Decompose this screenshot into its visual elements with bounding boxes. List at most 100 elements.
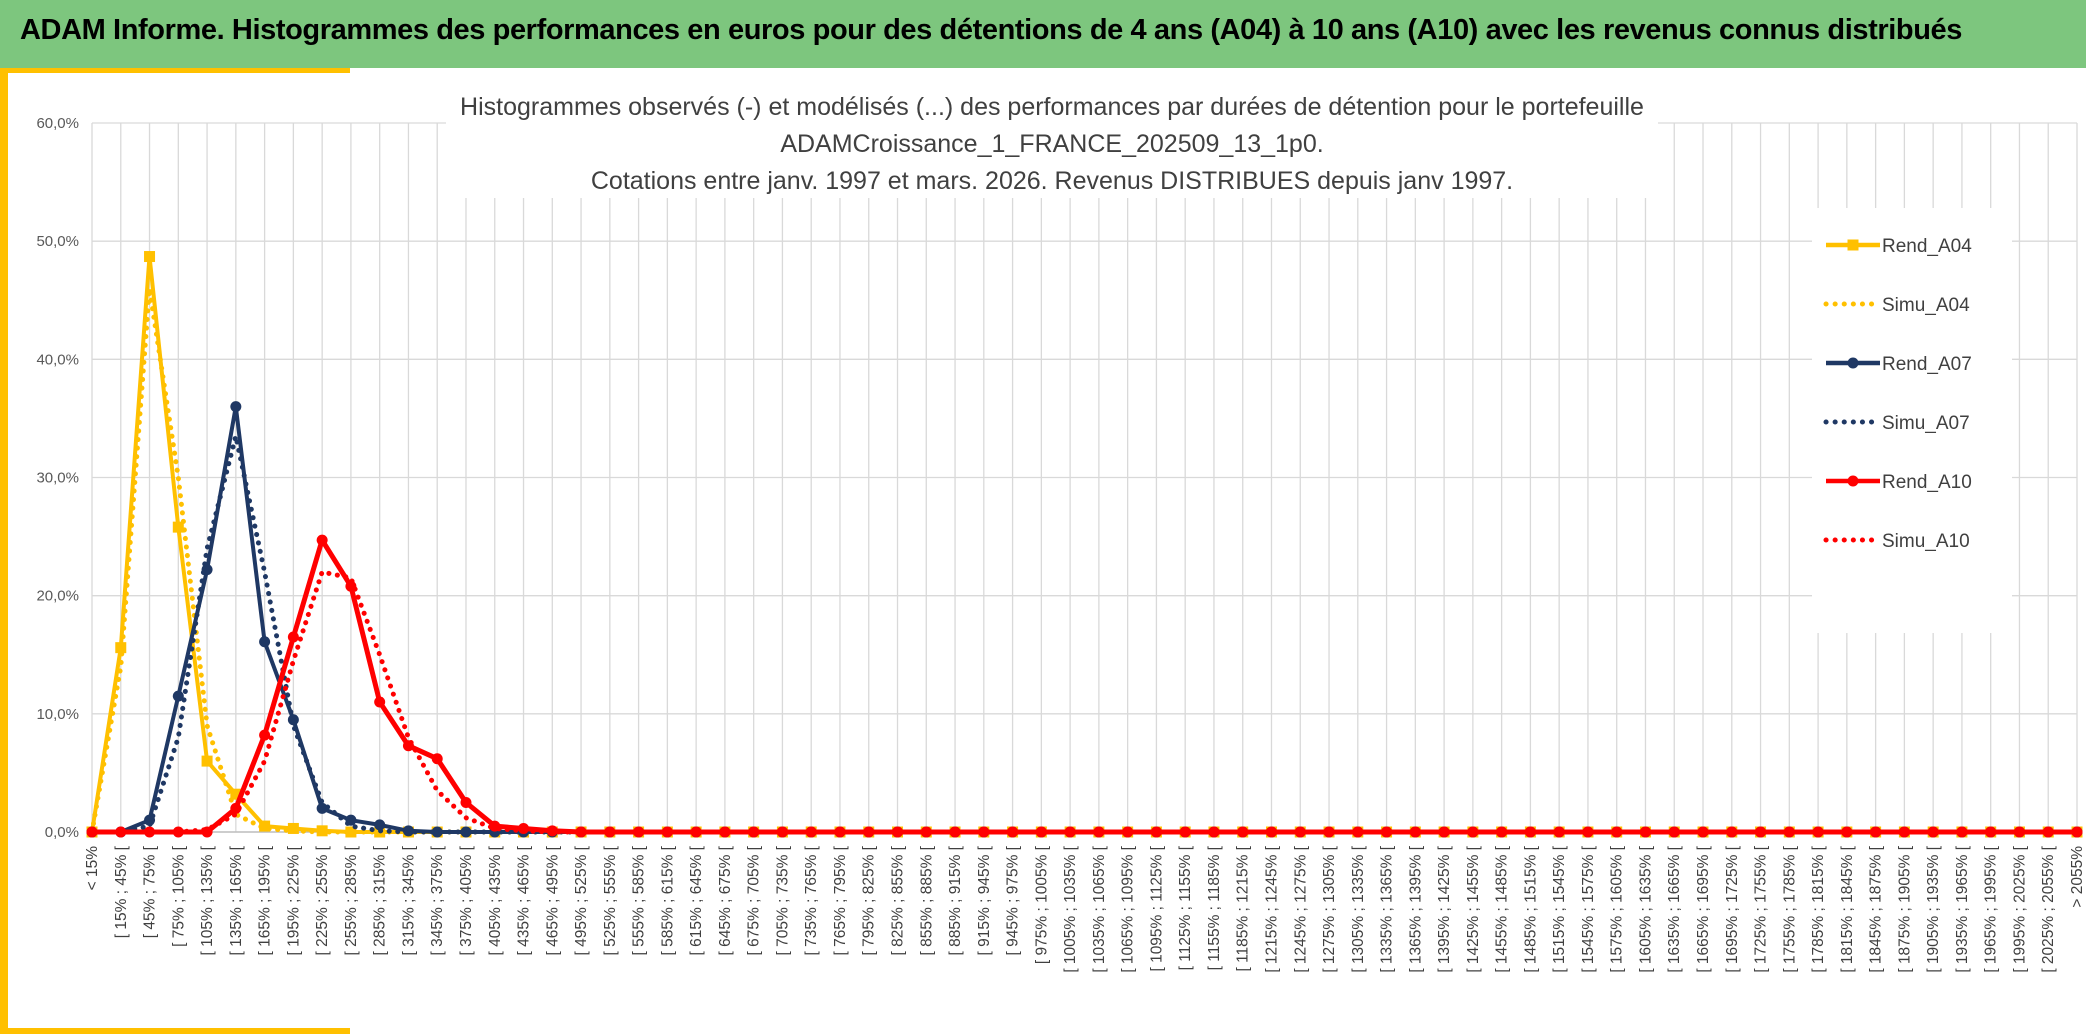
data-point	[144, 826, 156, 838]
x-tick-label: [ 1365% ; 1395% [	[1407, 845, 1424, 972]
legend-item: Rend_A04	[1826, 236, 1972, 257]
y-tick-label: 50,0%	[36, 233, 79, 250]
x-tick-label: > 2055%	[2069, 846, 2086, 908]
x-tick-label: [ 1005% ; 1035% [	[1062, 845, 1079, 972]
x-tick-label: [ 1605% ; 1635% [	[1637, 845, 1654, 972]
x-tick-label: [ 105% ; 135% [	[199, 845, 216, 955]
x-tick-label: [ 945% ; 975% [	[1005, 845, 1022, 955]
x-tick-label: [ 1965% ; 1995% [	[1983, 845, 2000, 972]
series-line	[90, 254, 2077, 834]
x-tick-label: [ 675% ; 705% [	[746, 845, 763, 955]
data-point	[431, 826, 443, 838]
x-tick-label: [ 1335% ; 1365% [	[1379, 845, 1396, 972]
data-point	[805, 826, 817, 838]
x-tick-label: [ 1995% ; 2025% [	[2011, 845, 2028, 972]
legend-marker	[1847, 357, 1859, 369]
data-point	[115, 826, 127, 838]
data-point	[1064, 826, 1076, 838]
x-tick-label: [ 75% ; 105% [	[170, 845, 187, 947]
data-point	[1812, 826, 1824, 838]
data-point	[259, 820, 271, 832]
legend-label: Rend_A10	[1882, 472, 1972, 493]
x-tick-label: [ 705% ; 735% [	[774, 845, 791, 955]
x-tick-label: < 15%	[84, 846, 101, 891]
data-point	[892, 826, 904, 838]
chart-title-line: ADAMCroissance_1_FRANCE_202509_13_1p0.	[780, 130, 1323, 158]
x-tick-label: [ 1155% ; 1185% [	[1206, 845, 1223, 970]
y-tick-label: 60,0%	[36, 115, 79, 132]
x-tick-label: [ 765% ; 795% [	[832, 845, 849, 955]
series-line	[89, 285, 2080, 835]
data-point	[345, 826, 357, 838]
data-point	[230, 401, 242, 413]
x-tick-label: [ 1545% ; 1575% [	[1580, 845, 1597, 972]
x-tick-label: [ 1245% ; 1275% [	[1292, 845, 1309, 972]
chart-title-line: Cotations entre janv. 1997 et mars. 2026…	[591, 167, 1513, 195]
legend-item: Rend_A10	[1826, 472, 1972, 493]
data-point	[748, 826, 760, 838]
data-point	[1582, 826, 1594, 838]
x-tick-label: [ 225% ; 255% [	[314, 845, 331, 955]
x-tick-label: [ 975% ; 1005% [	[1033, 845, 1050, 964]
frame-bottom-accent	[0, 1028, 350, 1034]
y-tick-label: 20,0%	[36, 588, 79, 605]
data-point	[1898, 826, 1910, 838]
legend-label: Simu_A04	[1882, 295, 1970, 316]
data-point	[1323, 826, 1335, 838]
series-rend-a04	[86, 251, 2083, 838]
x-tick-label: [ 795% ; 825% [	[861, 845, 878, 955]
data-point	[661, 826, 673, 838]
data-point	[431, 753, 443, 765]
x-tick-label: [ 1485% ; 1515% [	[1522, 845, 1539, 972]
series-rend-a10	[86, 534, 2083, 838]
legend-label: Rend_A07	[1882, 354, 1972, 375]
data-point	[201, 755, 213, 767]
legend-marker	[1847, 239, 1859, 251]
y-tick-label: 10,0%	[36, 706, 79, 723]
x-tick-label: [ 645% ; 675% [	[717, 845, 734, 955]
x-tick-label: [ 1275% ; 1305% [	[1321, 845, 1338, 972]
x-tick-label: [ 1395% ; 1425% [	[1436, 845, 1453, 972]
histogram-chart: Histogrammes observés (-) et modélisés (…	[36, 86, 2086, 973]
series-line	[89, 569, 2080, 835]
series-line	[89, 433, 2080, 835]
data-point	[287, 631, 299, 643]
x-tick-label: [ 1845% ; 1875% [	[1868, 845, 1885, 972]
legend-label: Simu_A10	[1882, 531, 1970, 552]
grid	[91, 122, 2078, 833]
legend-marker	[1847, 475, 1859, 487]
x-tick-label: [ 855% ; 885% [	[918, 845, 935, 955]
x-tick-label: [ 405% ; 435% [	[487, 845, 504, 955]
x-tick-label: [ 1125% ; 1155% [	[1177, 845, 1194, 970]
chart-title: Histogrammes observés (-) et modélisés (…	[446, 86, 1658, 198]
legend-label: Rend_A04	[1882, 236, 1972, 257]
x-tick-label: [ 1425% ; 1455% [	[1465, 845, 1482, 972]
x-tick-label: [ 585% ; 615% [	[659, 845, 676, 955]
x-tick-label: [ 285% ; 315% [	[372, 845, 389, 955]
data-point	[978, 826, 990, 838]
x-tick-label: [ 525% ; 555% [	[602, 845, 619, 955]
data-point	[1726, 826, 1738, 838]
x-tick-label: [ 1455% ; 1485% [	[1494, 845, 1511, 972]
series-line	[92, 404, 2077, 834]
data-point	[172, 690, 184, 702]
x-tick-label: [ 135% ; 165% [	[228, 845, 245, 955]
data-point	[460, 796, 472, 808]
x-tick-label: [ 885% ; 915% [	[947, 845, 964, 955]
x-tick-label: [ 2025% ; 2055% [	[2040, 845, 2057, 972]
x-tick-label: [ 1725% ; 1755% [	[1753, 845, 1770, 972]
series-layer	[86, 251, 2083, 838]
data-point	[1496, 826, 1508, 838]
data-point	[575, 826, 587, 838]
x-tick-label: [ 1935% ; 1965% [	[1954, 845, 1971, 972]
data-point	[2071, 826, 2083, 838]
y-tick-label: 30,0%	[36, 470, 79, 487]
data-point	[172, 521, 184, 533]
x-tick-label: [ 1905% ; 1935% [	[1925, 845, 1942, 972]
x-tick-label: [ 1665% ; 1695% [	[1695, 845, 1712, 972]
x-tick-label: [ 1575% ; 1605% [	[1609, 845, 1626, 972]
x-tick-label: [ 615% ; 645% [	[688, 845, 705, 955]
data-point	[374, 696, 386, 708]
x-tick-label: [ 735% ; 765% [	[803, 845, 820, 955]
series-simu-a04	[89, 285, 2080, 835]
